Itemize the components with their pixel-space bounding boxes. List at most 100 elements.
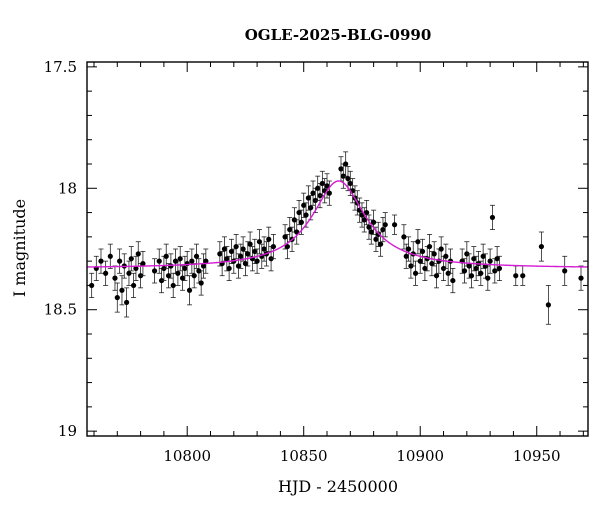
data-point bbox=[189, 248, 195, 274]
point-marker bbox=[438, 246, 444, 252]
data-point bbox=[375, 221, 381, 247]
data-point bbox=[487, 248, 493, 274]
point-marker bbox=[240, 246, 246, 252]
data-point bbox=[382, 212, 388, 238]
point-marker bbox=[179, 275, 186, 281]
point-marker bbox=[422, 265, 428, 272]
data-point bbox=[179, 265, 186, 291]
chart-title: OGLE-2025-BLG-0990 bbox=[245, 26, 432, 44]
data-point bbox=[98, 248, 104, 274]
data-point bbox=[426, 234, 433, 260]
data-point bbox=[371, 209, 377, 235]
point-marker bbox=[371, 219, 377, 225]
point-marker bbox=[235, 263, 242, 269]
point-marker bbox=[426, 243, 433, 250]
point-marker bbox=[578, 275, 584, 281]
data-point bbox=[305, 185, 311, 211]
point-marker bbox=[545, 302, 551, 308]
point-marker bbox=[117, 258, 123, 264]
point-marker bbox=[487, 258, 493, 264]
point-marker bbox=[382, 222, 388, 228]
point-marker bbox=[380, 226, 386, 233]
data-point bbox=[93, 255, 99, 281]
point-marker bbox=[193, 253, 200, 259]
point-marker bbox=[128, 256, 134, 262]
data-point bbox=[494, 246, 500, 272]
x-axis-label: HJD - 2450000 bbox=[278, 477, 398, 496]
data-point bbox=[429, 251, 435, 277]
x-tick-label: 10800 bbox=[163, 447, 211, 465]
point-marker bbox=[417, 258, 423, 264]
x-tick-label: 10850 bbox=[280, 447, 328, 465]
point-marker bbox=[298, 219, 304, 225]
data-point bbox=[170, 272, 176, 298]
data-point bbox=[478, 260, 484, 286]
data-point bbox=[140, 251, 146, 277]
data-point bbox=[177, 246, 183, 272]
point-marker bbox=[186, 287, 193, 293]
point-marker bbox=[405, 246, 412, 252]
point-marker bbox=[245, 251, 251, 257]
point-marker bbox=[361, 217, 367, 223]
point-marker bbox=[364, 209, 370, 216]
data-point bbox=[198, 270, 204, 296]
point-marker bbox=[373, 236, 379, 242]
point-marker bbox=[217, 251, 223, 257]
point-marker bbox=[247, 241, 253, 247]
point-marker bbox=[403, 253, 409, 259]
x-tick-label: 10900 bbox=[396, 447, 444, 465]
point-marker bbox=[391, 222, 398, 228]
point-marker bbox=[233, 243, 239, 250]
point-marker bbox=[182, 265, 188, 272]
point-marker bbox=[301, 202, 307, 208]
data-point bbox=[107, 243, 113, 269]
data-point bbox=[252, 238, 258, 264]
data-point bbox=[112, 265, 118, 291]
point-marker bbox=[124, 299, 130, 306]
point-marker bbox=[471, 256, 477, 262]
tick-labels: 10800 10850 10900 10950 17.5 18 18.5 19 bbox=[44, 58, 561, 465]
point-marker bbox=[366, 224, 372, 230]
data-point bbox=[513, 265, 519, 286]
data-point bbox=[545, 285, 551, 325]
data-point bbox=[245, 241, 251, 267]
data-point bbox=[485, 265, 491, 291]
point-marker bbox=[170, 282, 176, 289]
point-marker bbox=[224, 256, 230, 262]
data-point bbox=[466, 253, 472, 279]
data-point bbox=[538, 231, 544, 262]
data-point bbox=[266, 226, 272, 252]
data-point bbox=[401, 224, 407, 250]
point-marker bbox=[228, 248, 235, 255]
point-marker bbox=[412, 270, 419, 276]
data-point bbox=[520, 265, 526, 286]
point-marker bbox=[485, 275, 491, 281]
point-marker bbox=[520, 273, 526, 279]
data-point bbox=[124, 287, 130, 318]
point-marker bbox=[226, 265, 232, 272]
point-marker bbox=[478, 270, 484, 276]
point-marker bbox=[305, 195, 311, 201]
data-points-layer bbox=[89, 151, 584, 325]
point-marker bbox=[433, 273, 440, 279]
data-point bbox=[431, 241, 437, 267]
data-point bbox=[226, 255, 232, 281]
point-marker bbox=[184, 260, 190, 267]
point-marker bbox=[284, 243, 290, 250]
data-point bbox=[114, 282, 120, 313]
data-point bbox=[191, 263, 197, 289]
point-marker bbox=[191, 273, 197, 279]
point-marker bbox=[315, 185, 321, 191]
data-point bbox=[378, 231, 384, 257]
point-marker bbox=[473, 265, 479, 272]
point-marker bbox=[368, 229, 374, 235]
data-point bbox=[128, 246, 134, 272]
data-point bbox=[156, 248, 162, 274]
data-point bbox=[186, 275, 193, 306]
data-point bbox=[489, 204, 496, 230]
point-marker bbox=[221, 246, 228, 252]
point-marker bbox=[282, 234, 288, 240]
point-marker bbox=[496, 265, 503, 272]
point-marker bbox=[375, 231, 381, 238]
